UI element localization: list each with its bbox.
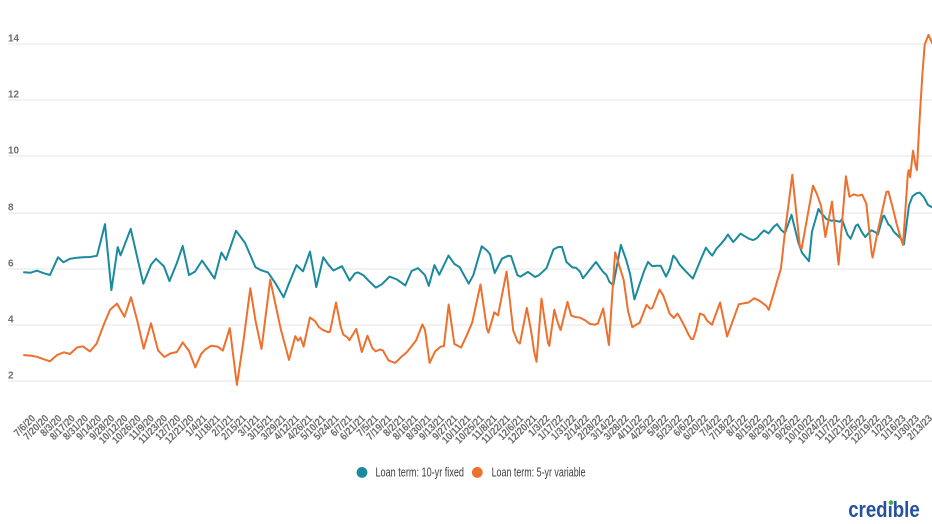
svg-text:4: 4 (8, 315, 14, 326)
svg-text:14: 14 (8, 34, 19, 45)
svg-text:6: 6 (8, 259, 14, 270)
svg-text:credible: credible (848, 497, 920, 522)
svg-text:Loan term: 10-yr fixed: Loan term: 10-yr fixed (376, 466, 465, 480)
svg-text:Loan term: 5-yr variable: Loan term: 5-yr variable (492, 466, 586, 480)
svg-text:12: 12 (8, 90, 19, 101)
svg-text:10: 10 (8, 146, 19, 157)
svg-text:2: 2 (8, 371, 14, 382)
svg-text:8: 8 (8, 203, 14, 214)
